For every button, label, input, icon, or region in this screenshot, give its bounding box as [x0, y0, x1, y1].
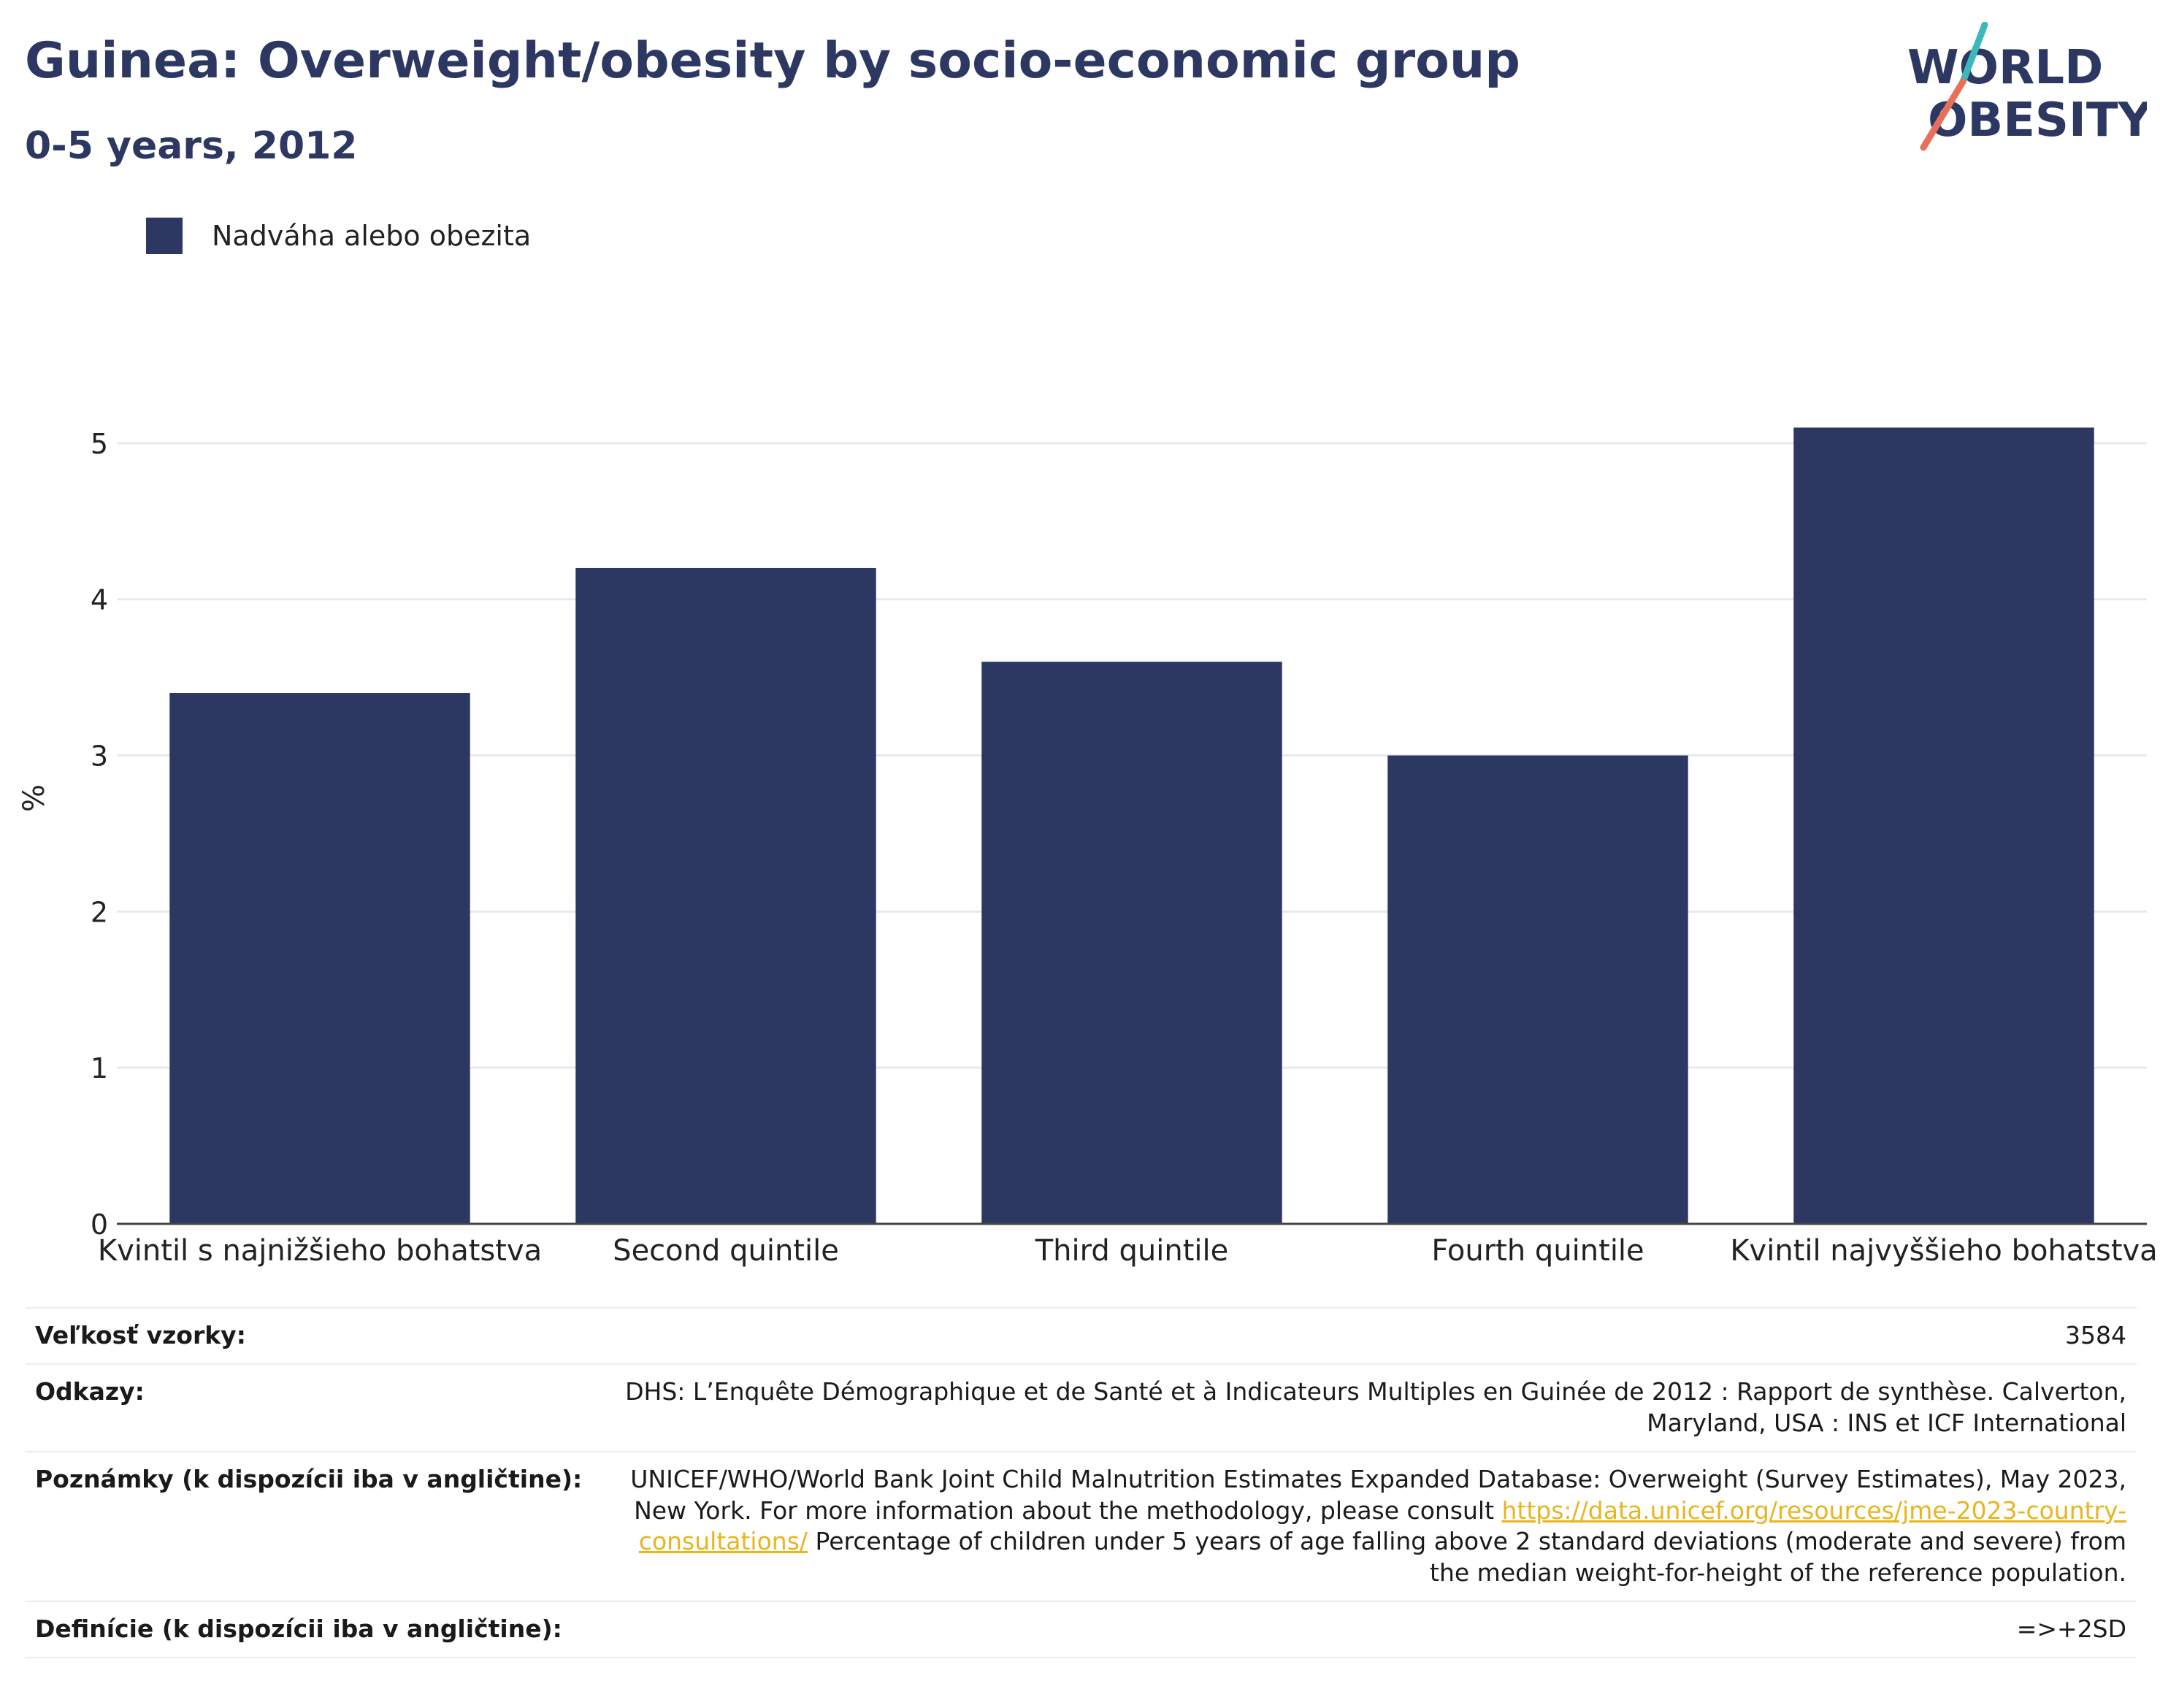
- y-axis-label: %: [18, 784, 51, 812]
- y-tick-label: 2: [91, 896, 108, 928]
- bar[interactable]: [981, 662, 1282, 1224]
- notes-text-before: UNICEF/WHO/World Bank Joint Child Malnut…: [630, 1464, 2126, 1525]
- y-tick-label: 3: [91, 740, 108, 773]
- bars: [169, 427, 2094, 1224]
- metadata-table: Veľkosť vzorky: 3584 Odkazy: DHS: L’Enqu…: [25, 1307, 2137, 1659]
- bar[interactable]: [1387, 755, 1688, 1224]
- meta-value: 3584: [600, 1307, 2137, 1364]
- meta-row-definitions: Definície (k dispozícii iba v angličtine…: [25, 1601, 2137, 1659]
- axes: 0 1 2 3 4 5 Kvintil s najnižšieho bohatstva Sec…: [91, 428, 2158, 1268]
- meta-label: Odkazy:: [25, 1363, 600, 1452]
- bar-chart: 0 1 2 3 4 5 Kvintil s najnižšieho bohatstva Sec…: [18, 427, 2158, 1268]
- meta-row-notes: Poznámky (k dispozícii iba v angličtine)…: [25, 1450, 2137, 1602]
- chart-subtitle: 0-5 years, 2012: [25, 124, 358, 168]
- x-tick-label: Third quintile: [1035, 1234, 1228, 1268]
- logo-slash-top: [1959, 22, 1988, 85]
- notes-text-after: Percentage of children under 5 years of …: [808, 1527, 2127, 1588]
- x-tick-label: Kvintil najvyššieho bohatstva: [1730, 1234, 2157, 1268]
- world-obesity-logo: WORLD OBESITY: [1907, 22, 2147, 151]
- logo-slash-bottom: [1920, 78, 1966, 151]
- meta-label: Veľkosť vzorky:: [25, 1307, 600, 1364]
- bar[interactable]: [575, 567, 876, 1224]
- meta-value: UNICEF/WHO/World Bank Joint Child Malnut…: [600, 1450, 2137, 1602]
- logo-line-1: WORLD: [1907, 41, 2103, 95]
- meta-label: Definície (k dispozícii iba v angličtine…: [25, 1601, 600, 1659]
- logo-line-2: OBESITY: [1928, 93, 2147, 148]
- y-tick-label: 1: [91, 1052, 108, 1084]
- meta-value: DHS: L’Enquête Démographique et de Santé…: [600, 1363, 2137, 1452]
- meta-row-references: Odkazy: DHS: L’Enquête Démographique et …: [25, 1363, 2137, 1452]
- meta-row-sample: Veľkosť vzorky: 3584: [25, 1307, 2137, 1364]
- chart-title: Guinea: Overweight/obesity by socio-econ…: [25, 32, 1520, 90]
- x-tick-label: Kvintil s najnižšieho bohatstva: [98, 1234, 542, 1268]
- bar[interactable]: [1793, 427, 2094, 1224]
- y-tick-label: 5: [91, 428, 108, 460]
- meta-value: =>+2SD: [600, 1601, 2137, 1659]
- methodology-link[interactable]: https://data.unicef.org/resources/jme-20…: [638, 1496, 2126, 1556]
- x-tick-label: Fourth quintile: [1431, 1234, 1644, 1268]
- legend: Nadváha alebo obezita: [146, 216, 531, 256]
- y-tick-label: 0: [91, 1209, 108, 1241]
- x-tick-label: Second quintile: [613, 1234, 839, 1268]
- y-tick-label: 4: [91, 584, 108, 616]
- legend-label: Nadváha alebo obezita: [212, 220, 532, 252]
- meta-label: Poznámky (k dispozícii iba v angličtine)…: [25, 1450, 600, 1602]
- bar[interactable]: [169, 693, 470, 1224]
- legend-swatch[interactable]: [146, 218, 183, 254]
